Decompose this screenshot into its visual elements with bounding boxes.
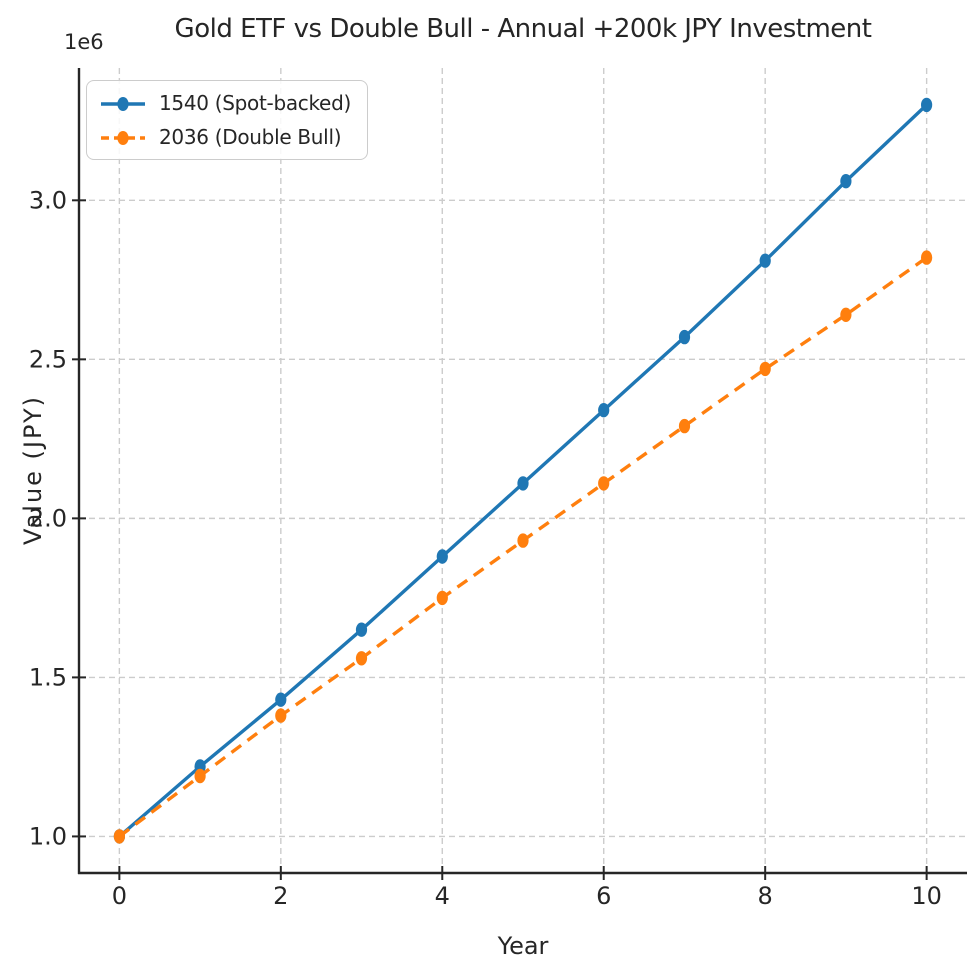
x-tick-labels: 0 2 4 6 8 10 xyxy=(112,882,942,910)
legend-item-spot-backed: 1540 (Spot-backed) xyxy=(99,91,351,115)
y-tick-label: 2.0 xyxy=(29,504,67,532)
series-line-0 xyxy=(118,103,928,838)
legend-solid-line-marker-icon xyxy=(99,94,147,112)
x-tick-label: 0 xyxy=(112,882,127,910)
chart-title: Gold ETF vs Double Bull - Annual +200k J… xyxy=(174,14,872,44)
series-markers-1 xyxy=(113,250,933,844)
legend-label: 1540 (Spot-backed) xyxy=(159,91,351,115)
tick-marks xyxy=(72,199,928,880)
x-tick-label: 6 xyxy=(596,882,611,910)
x-tick-label: 2 xyxy=(273,882,288,910)
x-tick-label: 4 xyxy=(435,882,450,910)
legend: 1540 (Spot-backed) 2036 (Double Bull) xyxy=(86,80,368,160)
legend-dashed-line-marker-icon xyxy=(99,128,147,146)
y-axis-multiplier-label: 1e6 xyxy=(64,30,104,54)
series-markers-0 xyxy=(113,97,933,844)
y-tick-label: 1.0 xyxy=(29,822,67,850)
x-tick-label: 10 xyxy=(911,882,942,910)
legend-label: 2036 (Double Bull) xyxy=(159,125,342,149)
y-tick-label: 3.0 xyxy=(29,186,67,214)
legend-item-double-bull: 2036 (Double Bull) xyxy=(99,125,351,149)
y-tick-labels: 1.0 1.5 2.0 2.5 3.0 xyxy=(29,186,67,850)
gridlines xyxy=(79,68,967,873)
axes-spines xyxy=(77,68,967,875)
y-tick-label: 2.5 xyxy=(29,345,67,373)
x-axis-label: Year xyxy=(497,932,549,960)
y-tick-label: 1.5 xyxy=(29,663,67,691)
x-tick-label: 8 xyxy=(758,882,773,910)
